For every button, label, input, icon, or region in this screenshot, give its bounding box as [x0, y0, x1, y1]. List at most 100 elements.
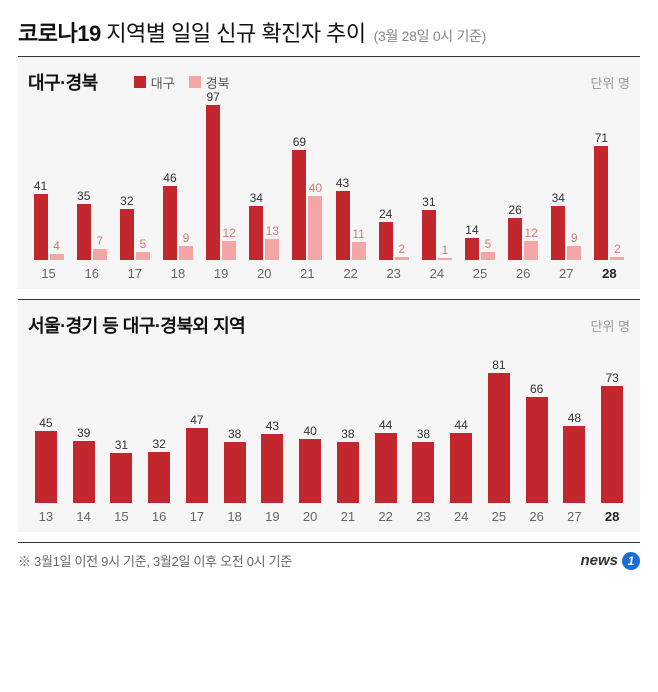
bar-wrap: 71	[594, 132, 608, 260]
as-of-label: (3월 28일 0시 기준)	[374, 26, 486, 46]
bar-group: 41415	[30, 100, 67, 281]
bar-single: 48	[559, 343, 591, 503]
x-axis-label: 22	[343, 266, 357, 281]
bar-value-label: 46	[163, 172, 176, 184]
chart2-head: 서울·경기 등 대구·경북외 지역 단위 명	[28, 312, 630, 338]
x-axis-label: 13	[39, 509, 53, 524]
bar-value-label: 71	[595, 132, 608, 144]
bar-value-label: 9	[183, 232, 190, 244]
bar-wrap: 9	[179, 232, 193, 260]
bar-daegu	[336, 191, 350, 260]
legend-item-daegu: 대구	[134, 73, 175, 92]
bar-value-label: 5	[140, 238, 147, 250]
bar-wrap: 32	[148, 438, 170, 503]
x-axis-label: 16	[84, 266, 98, 281]
bar-gyeongbuk	[50, 254, 64, 260]
bar-wrap: 44	[375, 419, 397, 503]
bar-gyeongbuk	[222, 241, 236, 260]
bar-daegu	[508, 218, 522, 260]
bar-group: 4020	[294, 343, 326, 524]
chart1-unit: 단위 명	[591, 73, 631, 92]
footer-note-text: ※ 3월1일 이전 9시 기준, 3월2일 이후 오전 0시 기준	[18, 551, 292, 570]
bar-wrap: 12	[524, 227, 538, 260]
bar-pair: 242	[375, 100, 412, 260]
bar-wrap: 41	[34, 180, 48, 260]
bar-daegu	[163, 186, 177, 260]
bar-wrap: 5	[481, 238, 495, 260]
x-axis-label: 23	[386, 266, 400, 281]
bar-single: 38	[219, 343, 251, 503]
chart2-bars-area: 4513391431153216471738184319402038214422…	[28, 344, 630, 524]
bar-gyeongbuk	[93, 249, 107, 260]
bar-value-label: 2	[614, 243, 621, 255]
bar-wrap: 73	[601, 372, 623, 503]
x-axis-label: 27	[559, 266, 573, 281]
bar-group: 71228	[591, 100, 628, 281]
x-axis-label: 17	[128, 266, 142, 281]
bar-daegu	[77, 204, 91, 260]
x-axis-label: 21	[300, 266, 314, 281]
bar-wrap: 5	[136, 238, 150, 260]
legend-label-gyeongbuk: 경북	[206, 73, 230, 92]
bar-single: 73	[596, 343, 628, 503]
bar-single: 47	[181, 343, 213, 503]
bar-daegu	[379, 222, 393, 260]
bar-value-label: 38	[417, 428, 430, 440]
bar-wrap: 38	[337, 428, 359, 503]
legend-item-gyeongbuk: 경북	[189, 73, 230, 92]
bar-value-label: 12	[524, 227, 537, 239]
bar-wrap: 47	[186, 414, 208, 503]
bar-wrap: 9	[567, 232, 581, 260]
bar-group: 4717	[181, 343, 213, 524]
bar-single: 44	[370, 343, 402, 503]
bar-value-label: 48	[568, 412, 581, 424]
bar-group: 32517	[116, 100, 153, 281]
bar-other-region	[526, 397, 548, 503]
bar-daegu	[292, 150, 306, 260]
bar-value-label: 24	[379, 208, 392, 220]
bar-group: 6940 21	[289, 100, 326, 281]
x-axis-label: 18	[227, 509, 241, 524]
bar-value-label: 43	[336, 177, 349, 189]
bar-group: 14525	[461, 100, 498, 281]
bar-pair: 71 2	[591, 100, 628, 260]
x-axis-label: 15	[114, 509, 128, 524]
bar-other-region	[563, 426, 585, 503]
bar-pair: 6940	[289, 100, 326, 260]
swatch-daegu	[134, 76, 146, 88]
bar-value-label: 69	[293, 136, 306, 148]
bar-other-region	[299, 439, 321, 503]
bar-single: 43	[257, 343, 289, 503]
chart1-bars-area: 4141535716325174691897121934132069402143…	[28, 101, 630, 281]
x-axis-label: 28	[605, 509, 619, 524]
bar-value-label: 38	[228, 428, 241, 440]
bar-pair: 311	[418, 100, 455, 260]
bar-wrap: 7	[93, 235, 107, 260]
bar-other-region	[601, 386, 623, 503]
bar-daegu	[249, 206, 263, 260]
bar-other-region	[488, 373, 510, 503]
logo-text: news	[580, 552, 618, 569]
bar-wrap: 31	[110, 439, 132, 503]
bar-daegu	[465, 238, 479, 260]
bar-daegu	[120, 209, 134, 260]
bar-wrap: 40	[299, 425, 321, 503]
x-axis-label: 22	[378, 509, 392, 524]
bar-group: 31124	[418, 100, 455, 281]
bar-value-label: 31	[115, 439, 128, 451]
bar-value-label: 1	[441, 244, 448, 256]
infographic-container: 코로나19 지역별 일일 신규 확진자 추이 (3월 28일 0시 기준) 대구…	[0, 0, 658, 580]
bar-other-region	[375, 433, 397, 503]
bar-group: 46918	[159, 100, 196, 281]
bar-value-label: 43	[266, 420, 279, 432]
bar-group: 7328	[596, 343, 628, 524]
bar-wrap: 13	[265, 225, 279, 260]
bar-group: 31 15	[106, 343, 138, 524]
bar-value-label: 44	[379, 419, 392, 431]
bar-group: 341320	[246, 100, 283, 281]
x-axis-label: 23	[416, 509, 430, 524]
news1-logo: news 1	[580, 552, 640, 570]
bar-pair: 414	[30, 100, 67, 260]
bar-value-label: 5	[485, 238, 492, 250]
x-axis-label: 25	[473, 266, 487, 281]
